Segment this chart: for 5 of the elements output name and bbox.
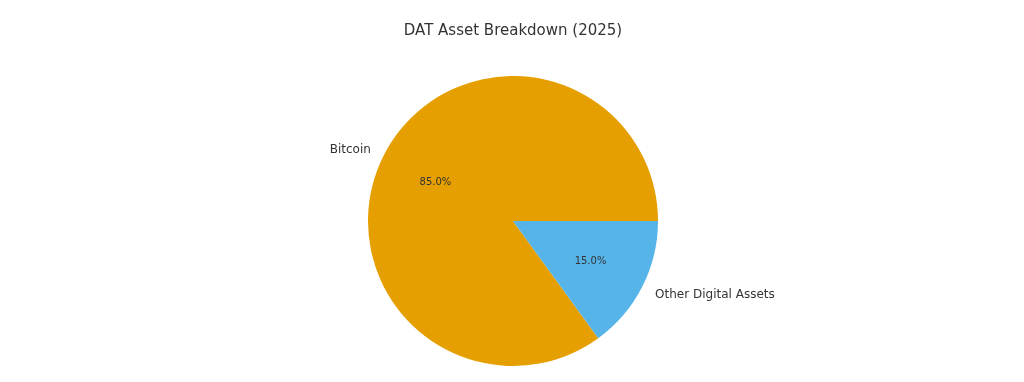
slice-label: Bitcoin <box>329 141 371 156</box>
chart-title: DAT Asset Breakdown (2025) <box>403 21 623 39</box>
data-label: 15.0% <box>574 255 607 266</box>
slice-label: Other Digital Assets <box>655 286 775 301</box>
data-label: 85.0% <box>419 176 452 187</box>
